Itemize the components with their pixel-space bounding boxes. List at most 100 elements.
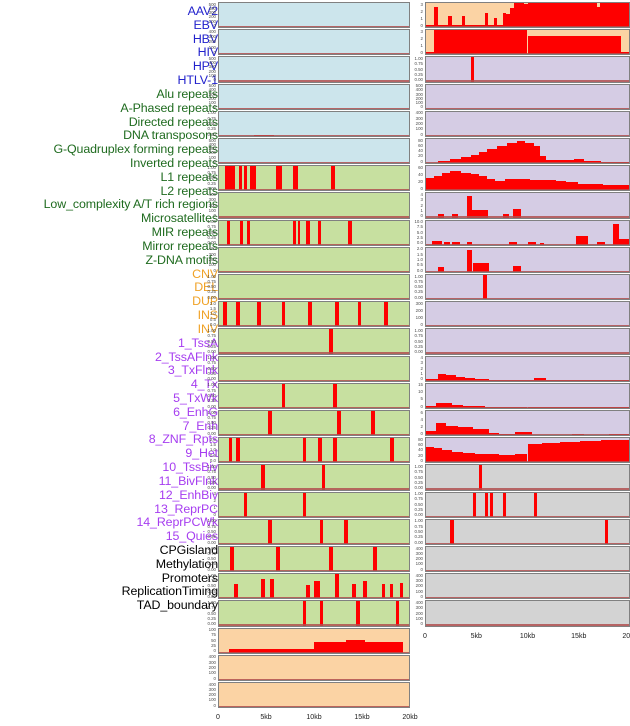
track-baseline xyxy=(426,80,629,81)
y-axis-tick: 1 xyxy=(421,44,423,48)
track-baseline xyxy=(426,189,629,190)
track-baseline xyxy=(426,135,629,136)
x-axis-tick: 0 xyxy=(216,714,220,721)
signal-step xyxy=(461,173,471,191)
signal-bar xyxy=(230,547,234,571)
y-axis-tick: 5 xyxy=(421,397,423,401)
signal-bar xyxy=(358,302,362,326)
signal-bar xyxy=(605,520,608,544)
track-baseline xyxy=(426,570,629,571)
track-plot-area xyxy=(425,492,630,518)
signal-bar xyxy=(373,547,377,571)
signal-step xyxy=(600,3,629,27)
y-axis-tick: 0.0 xyxy=(210,323,216,327)
y-axis-tick: 0.00 xyxy=(207,622,216,626)
track-plot-area xyxy=(425,519,630,545)
track-plot-area xyxy=(218,192,410,218)
signal-bar xyxy=(371,411,375,435)
y-axis-tick: 2 xyxy=(421,424,423,428)
track-baseline xyxy=(219,108,409,109)
y-axis-tick: 0.00 xyxy=(207,377,216,381)
signal-bar xyxy=(450,520,453,544)
track-baseline xyxy=(219,352,409,353)
y-axis-tick: 0.00 xyxy=(414,78,423,82)
signal-bar xyxy=(268,520,272,544)
track-baseline xyxy=(426,597,629,598)
y-axis-tick: 2 xyxy=(421,37,423,41)
signal-bar xyxy=(320,601,324,625)
signal-bar xyxy=(490,493,493,517)
track-plot-area xyxy=(218,492,410,518)
y-axis-tick: 0 xyxy=(421,595,423,599)
signal-step xyxy=(580,441,600,462)
signal-bar xyxy=(344,520,348,544)
signal-bar xyxy=(320,520,324,544)
y-axis-tick: 0.0 xyxy=(210,459,216,463)
x-axis-tick: 0 xyxy=(423,633,427,640)
x-axis-tick: 15kb xyxy=(354,714,369,721)
y-axis-tick: 15 xyxy=(418,383,423,387)
track-baseline xyxy=(426,244,629,245)
y-axis-tick: 0 xyxy=(214,24,216,28)
signal-bar xyxy=(239,166,242,190)
track-plot-area xyxy=(425,56,630,82)
signal-step xyxy=(514,3,524,27)
y-axis-tick: 0 xyxy=(214,649,216,653)
y-axis-tick: 0 xyxy=(214,78,216,82)
signal-bar xyxy=(306,221,309,245)
y-axis-tick: 6 xyxy=(421,410,423,414)
signal-step xyxy=(528,444,542,463)
signal-bar xyxy=(534,493,537,517)
y-axis-tick: 300 xyxy=(209,688,216,692)
signal-step xyxy=(601,440,617,462)
signal-step xyxy=(434,30,527,54)
y-axis-tick: 0 xyxy=(421,214,423,218)
signal-bar xyxy=(329,547,333,571)
track-baseline xyxy=(426,516,629,517)
signal-bar xyxy=(390,438,394,462)
track-plot-area xyxy=(218,628,410,654)
y-axis-tick: 0 xyxy=(214,676,216,680)
track-plot-area xyxy=(425,383,630,409)
y-axis-tick: 0.00 xyxy=(414,350,423,354)
track-plot-area xyxy=(425,165,630,191)
track-plot-area xyxy=(218,84,410,110)
track-baseline xyxy=(426,298,629,299)
y-axis-tick: 0 xyxy=(421,622,423,626)
y-axis-tick: 25 xyxy=(211,644,216,648)
signal-step xyxy=(617,440,629,463)
track-plot-area xyxy=(425,573,630,599)
signal-bar xyxy=(308,302,312,326)
track-plot-area xyxy=(425,247,630,273)
track-baseline xyxy=(426,624,629,625)
track-plot-area xyxy=(218,383,410,409)
track-baseline xyxy=(426,271,629,272)
track-baseline xyxy=(219,325,409,326)
